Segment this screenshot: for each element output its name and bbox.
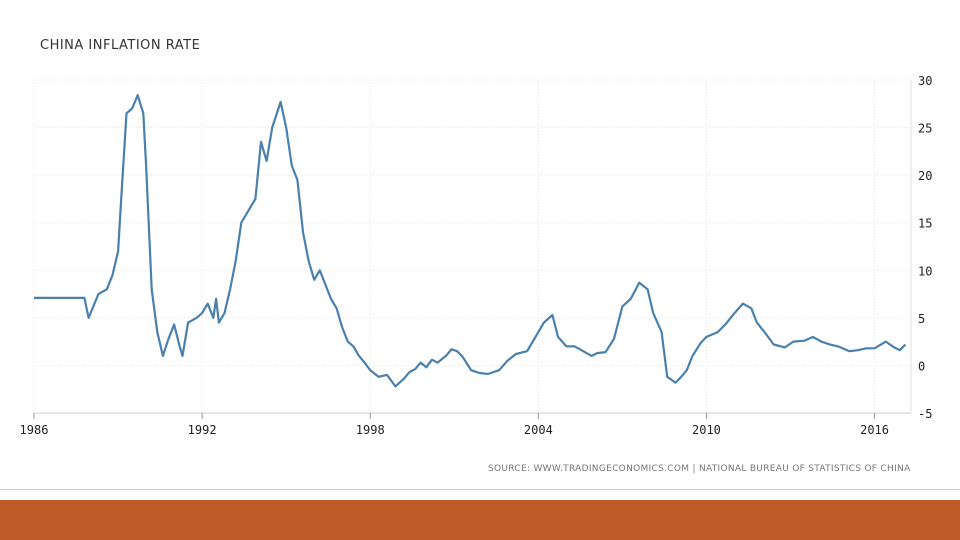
y-axis-ticks: 30 25 20 15 10 5 0 -5 <box>918 74 932 421</box>
footer-band <box>0 500 960 540</box>
y-tick-label: 30 <box>918 74 932 88</box>
x-tick-label: 2010 <box>692 423 721 437</box>
y-tick-label: -5 <box>918 407 932 421</box>
chart-title: CHINA INFLATION RATE <box>40 38 201 53</box>
y-tick-label: 20 <box>918 169 932 183</box>
source-note: SOURCE: WWW.TRADINGECONOMICS.COM | NATIO… <box>488 464 911 474</box>
x-axis-ticks: 1986 1992 1998 2004 2010 2016 <box>20 413 889 437</box>
y-tick-label: 5 <box>918 312 925 326</box>
y-tick-label: 25 <box>918 122 932 136</box>
separator-line <box>0 489 960 490</box>
x-tick-label: 2004 <box>524 423 553 437</box>
x-tick-label: 1986 <box>20 423 49 437</box>
plot-frame <box>34 80 912 414</box>
grid-lines <box>33 79 911 414</box>
x-tick-label: 1992 <box>188 423 217 437</box>
x-tick-label: 1998 <box>356 423 385 437</box>
y-tick-label: 0 <box>918 359 925 373</box>
y-tick-label: 10 <box>918 264 932 278</box>
series-line-inflation <box>34 94 907 388</box>
x-tick-label: 2016 <box>860 423 889 437</box>
y-tick-label: 15 <box>918 217 932 231</box>
